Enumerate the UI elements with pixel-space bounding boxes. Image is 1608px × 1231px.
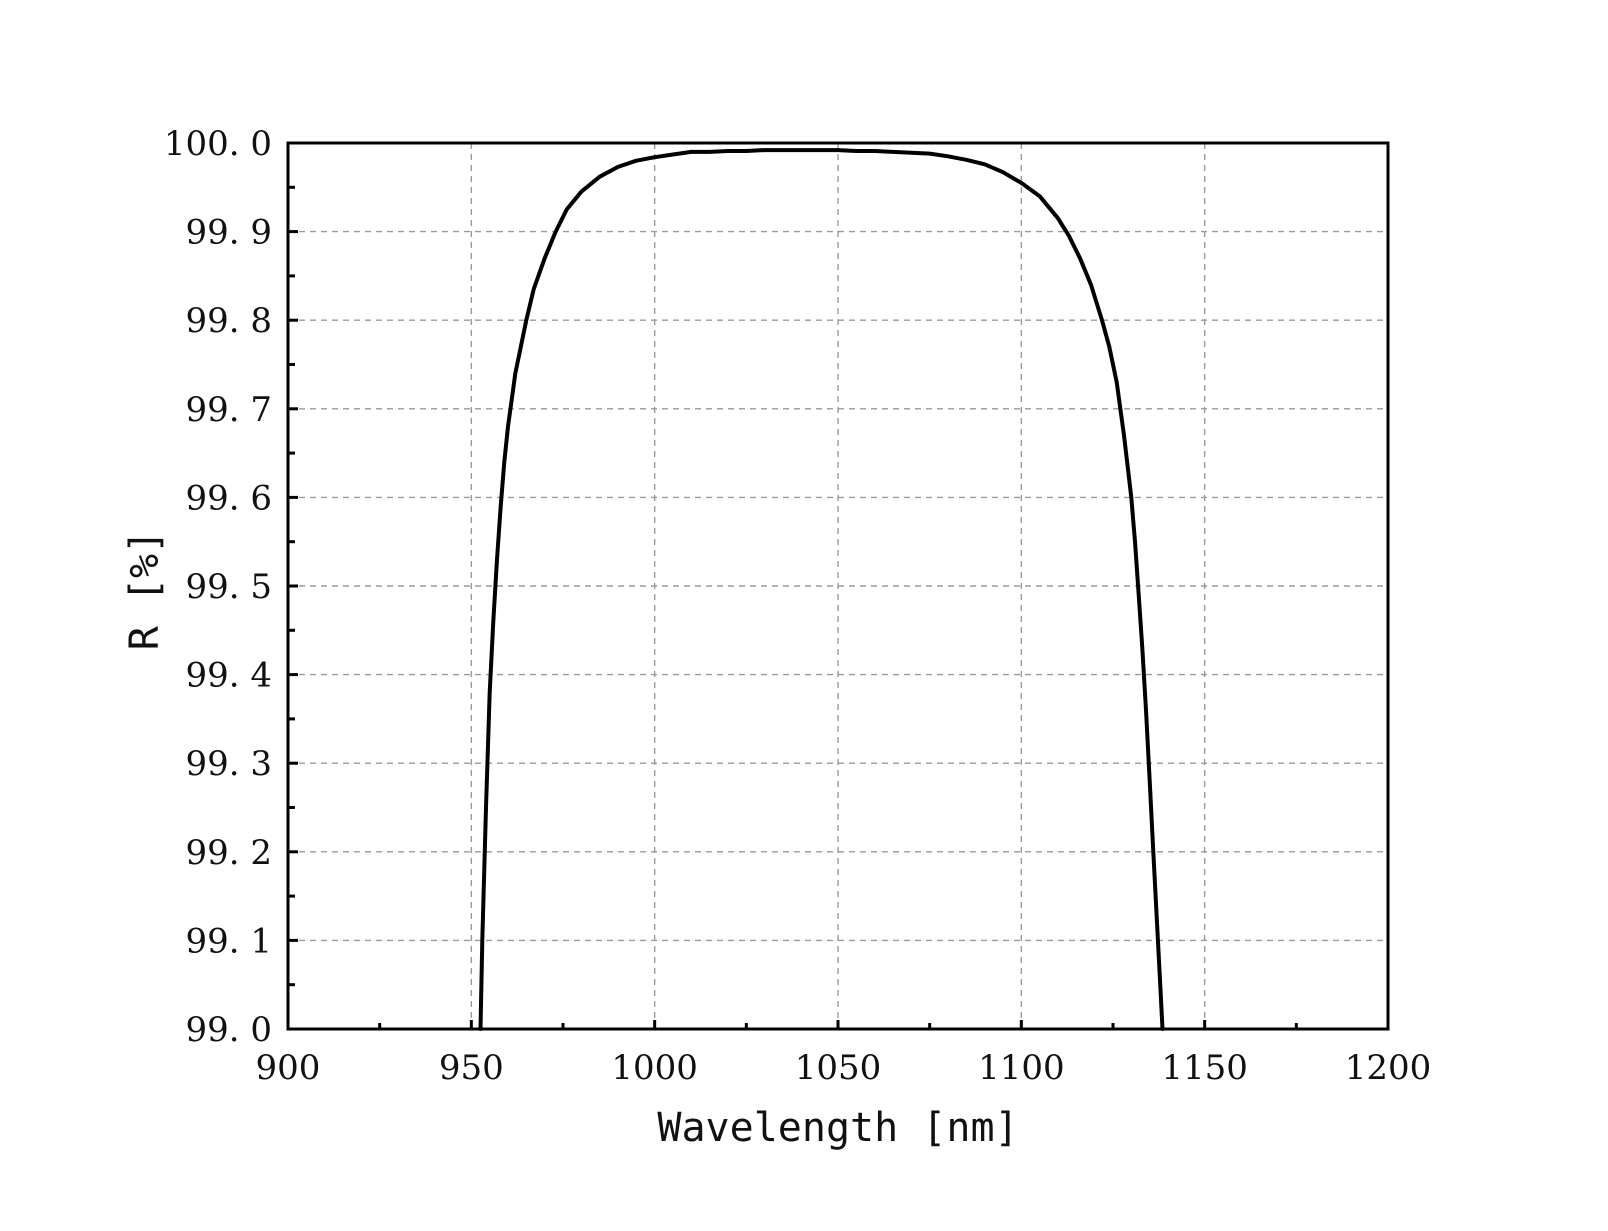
y-tick-label: 99. 6: [185, 478, 272, 518]
grid-layer: [288, 143, 1388, 1029]
x-tick-label: 1050: [795, 1048, 882, 1088]
y-tick-label: 99. 9: [185, 213, 272, 253]
x-axis-title: Wavelength [nm]: [657, 1105, 1018, 1151]
y-tick-label: 99. 0: [185, 1010, 272, 1050]
y-tick-label: 99. 4: [185, 656, 272, 696]
x-tick-label: 1100: [978, 1048, 1065, 1088]
y-tick-label: 100. 0: [164, 124, 272, 164]
x-tick-labels: 900 950 1000 1050 1100 1150 1200: [256, 1048, 1432, 1088]
y-tick-label: 99. 5: [185, 567, 272, 607]
x-tick-label: 950: [439, 1048, 504, 1088]
x-tick-label: 1000: [611, 1048, 698, 1088]
x-tick-label: 900: [256, 1048, 321, 1088]
minor-ticks: [288, 185, 1298, 1029]
reflectance-curve: [478, 148, 1165, 1031]
y-tick-label: 99. 2: [185, 833, 272, 873]
x-tick-label: 1150: [1161, 1048, 1248, 1088]
y-tick-label: 99. 8: [185, 301, 272, 341]
y-tick-label: 99. 1: [185, 921, 272, 961]
y-tick-label: 99. 3: [185, 744, 272, 784]
series-layer: [478, 148, 1165, 1031]
x-tick-label: 1200: [1345, 1048, 1432, 1088]
y-tick-label: 99. 7: [185, 390, 272, 430]
plot-frame: [286, 141, 1390, 1031]
y-axis-title: R [%]: [122, 530, 168, 650]
y-tick-labels: 99. 0 99. 1 99. 2 99. 3 99. 4 99. 5 99. 6 99. 7…: [164, 124, 272, 1050]
